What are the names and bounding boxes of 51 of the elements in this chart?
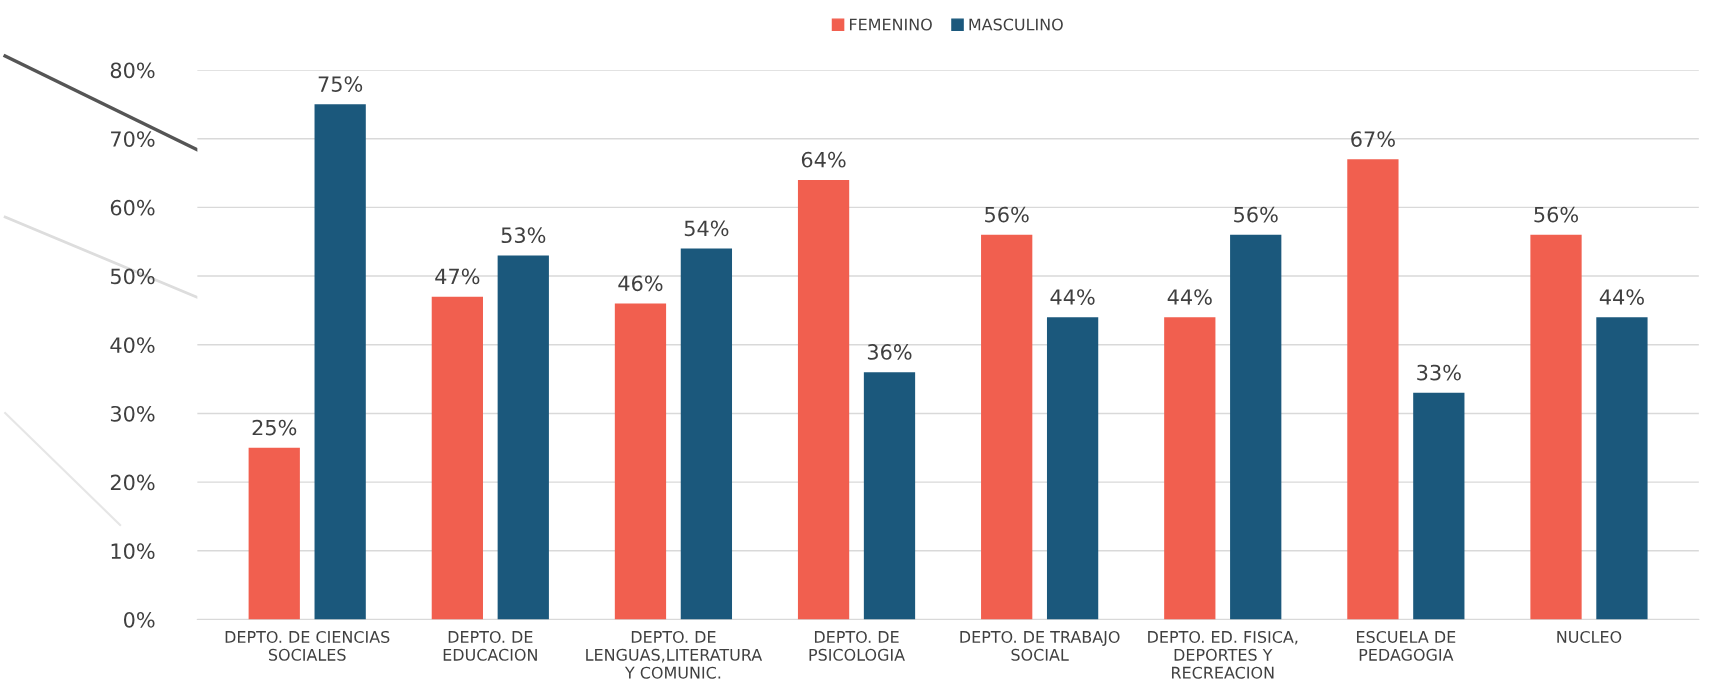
bar xyxy=(981,234,1033,620)
x-tick-label: DEPTO. DE CIENCIAS SOCIALES xyxy=(225,630,390,661)
bar xyxy=(248,447,300,620)
y-tick-label: 50% xyxy=(110,268,155,285)
bar xyxy=(314,104,366,620)
text: 33% xyxy=(1417,364,1461,381)
x-tick-label: NUCLEO xyxy=(1557,630,1622,643)
bar xyxy=(497,255,549,620)
x-tick-label: ESCUELA DE PEDAGOGIA xyxy=(1357,630,1456,661)
text: 56% xyxy=(985,206,1029,223)
text: 46% xyxy=(618,275,663,292)
bar xyxy=(680,248,733,620)
bar xyxy=(863,372,916,620)
bar xyxy=(614,303,667,620)
x-tick-label: DEPTO. ED. FISICA, DEPORTES Y RECREACION xyxy=(1148,630,1298,679)
x-tick-label: DEPTO. DE PSICOLOGIA xyxy=(809,630,905,661)
x-tick-label: DEPTO. DE LENGUAS,LITERATURA Y COMUNIC. xyxy=(586,630,763,679)
y-tick-label: 0% xyxy=(124,611,155,628)
text: 36% xyxy=(867,344,912,360)
text: 25% xyxy=(252,419,297,436)
text: 44% xyxy=(1167,289,1212,305)
text: 56% xyxy=(1534,206,1579,223)
text: 44% xyxy=(1050,289,1095,305)
x-tick-label: DEPTO. DE TRABAJO SOCIAL xyxy=(960,630,1120,661)
bar xyxy=(1230,234,1282,620)
text: 75% xyxy=(318,76,363,92)
text: 53% xyxy=(501,227,546,244)
text: 67% xyxy=(1351,131,1395,147)
x-tick-label: DEPTO. DE EDUCACION xyxy=(443,630,537,661)
legend-label: MASCULINO xyxy=(969,18,1063,31)
legend-label: FEMENINO xyxy=(849,18,932,31)
bar xyxy=(1530,234,1582,620)
bar xyxy=(1164,317,1216,620)
y-tick-label: 60% xyxy=(110,199,155,216)
bar xyxy=(1046,317,1099,620)
y-tick-label: 70% xyxy=(111,131,155,147)
y-tick-label: 10% xyxy=(111,543,155,560)
bar xyxy=(1596,317,1648,620)
text: 54% xyxy=(684,220,729,237)
bar xyxy=(431,296,483,620)
y-tick-label: 40% xyxy=(110,337,155,353)
y-tick-label: 20% xyxy=(110,474,155,491)
text: 64% xyxy=(801,151,846,168)
y-tick-label: 30% xyxy=(110,405,155,422)
bar xyxy=(1347,159,1399,620)
bar xyxy=(797,179,850,620)
text: 47% xyxy=(435,268,480,285)
bar xyxy=(1413,392,1465,620)
y-tick-label: 80% xyxy=(110,62,155,79)
text: 44% xyxy=(1599,289,1644,305)
text: 56% xyxy=(1234,206,1278,223)
